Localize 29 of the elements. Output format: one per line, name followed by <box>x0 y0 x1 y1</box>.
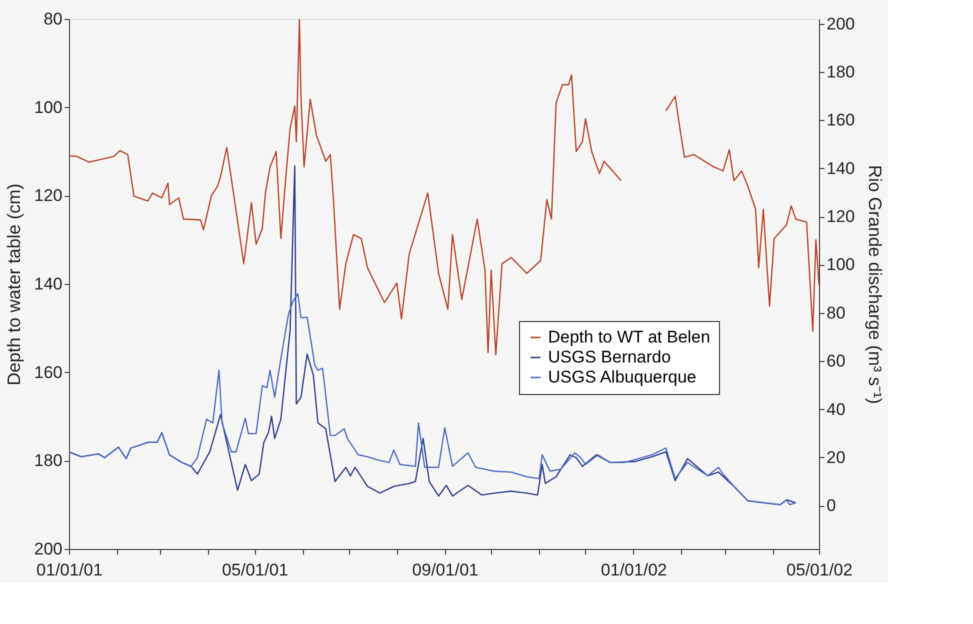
y-tick-label: 160 <box>34 362 62 382</box>
y-tick-label: 140 <box>34 274 62 294</box>
x-tick-label: 01/01/01 <box>36 560 103 580</box>
y2-axis-title: Rio Grande discharge (m³ s⁻¹) <box>864 164 885 404</box>
x-tick-label: 01/01/02 <box>600 560 668 580</box>
y2-tick-label: 100 <box>826 255 855 274</box>
y2-tick-label: 0 <box>826 496 836 516</box>
y-tick-label: 80 <box>44 10 62 28</box>
y-tick-label: 120 <box>34 186 62 206</box>
legend-label: USGS Bernardo <box>548 348 671 366</box>
y2-tick-label: 140 <box>826 158 855 178</box>
y-tick-label: 200 <box>34 540 62 558</box>
y2-tick-label: 40 <box>826 400 846 419</box>
x-tick-label: 05/01/02 <box>786 560 853 580</box>
y2-tick-label: 120 <box>826 207 855 226</box>
y2-tick-label: 200 <box>826 14 855 34</box>
y-axis-title: Depth to water table (cm) <box>4 183 24 386</box>
line-series <box>69 292 796 506</box>
y2-tick-label: 60 <box>826 352 846 371</box>
x-tick-label: 09/01/01 <box>412 560 478 580</box>
legend-label: Depth to WT at Belen <box>548 328 710 346</box>
y2-tick-label: 160 <box>826 110 855 130</box>
y-tick-label: 100 <box>34 98 62 117</box>
y2-tick-label: 180 <box>826 62 855 82</box>
y2-tick-label: 20 <box>826 448 846 467</box>
y2-tick-label: 80 <box>826 303 846 322</box>
y-tick-label: 180 <box>34 451 62 470</box>
legend-label: USGS Albuquerque <box>548 368 696 386</box>
x-tick-label: 05/01/01 <box>222 560 288 580</box>
